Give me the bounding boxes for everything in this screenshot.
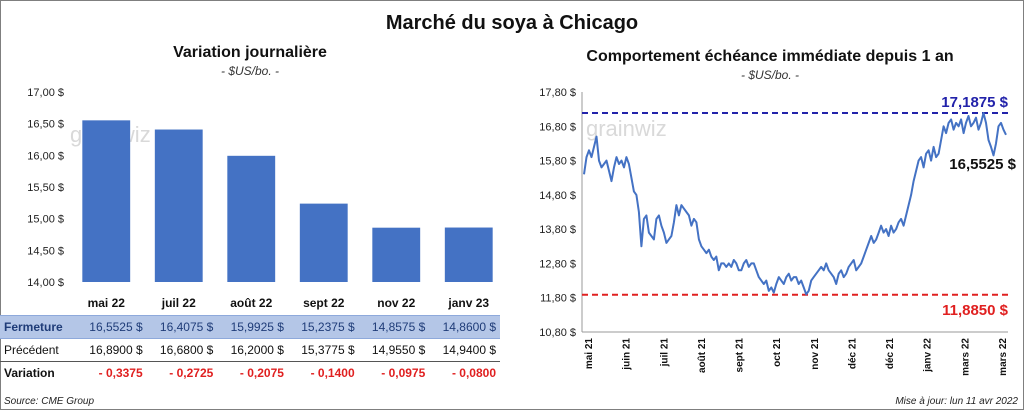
- table-row-variation: Variation - 0,3375 - 0,2725 - 0,2075 - 0…: [0, 362, 500, 385]
- table-cell: 16,6800 $: [146, 338, 218, 362]
- y-tick-label: 10,80 $: [539, 327, 576, 339]
- table-cell: 14,9550 $: [358, 338, 430, 362]
- table-cell: 16,4075 $: [146, 315, 218, 339]
- x-tick-label: juil 21: [659, 338, 670, 368]
- main-title: Marché du soya à Chicago: [385, 12, 639, 34]
- y-tick-label: 12,80 $: [539, 258, 576, 270]
- table-cell: 15,3775 $: [287, 338, 359, 362]
- x-tick-label: juin 21: [622, 338, 633, 371]
- row-label: Variation: [4, 366, 55, 380]
- x-tick-label: août 21: [697, 338, 708, 373]
- table-cell: 16,2000 $: [217, 338, 288, 362]
- y-tick-label: 11,80 $: [540, 293, 576, 305]
- y-tick-label: 13,80 $: [539, 224, 576, 236]
- price-table: Fermeture 16,5525 $ 16,4075 $ 15,9925 $ …: [0, 315, 500, 384]
- table-row-previous: Précédent 16,8900 $ 16,6800 $ 16,2000 $ …: [0, 338, 500, 362]
- x-tick-label: mai 22: [88, 296, 126, 310]
- left-chart-title: Variation journalière: [173, 44, 327, 61]
- price-series-line: [583, 112, 1007, 296]
- table-cell: - 0,3375: [98, 366, 143, 380]
- bar: [227, 155, 276, 282]
- table-cell: 15,2375 $: [287, 315, 359, 339]
- watermark: grainwiz: [586, 116, 667, 141]
- low-label: 11,8850 $: [942, 302, 1009, 319]
- table-cell: - 0,1400: [310, 366, 355, 380]
- x-tick-label: janv 23: [447, 296, 489, 310]
- bar: [82, 120, 131, 282]
- x-tick-label: déc 21: [885, 338, 896, 370]
- y-tick-label: 15,00 $: [27, 214, 64, 226]
- right-chart-subtitle: - $US/bo. -: [740, 68, 800, 82]
- x-tick-label: sept 21: [735, 338, 746, 373]
- bar: [299, 203, 348, 282]
- x-tick-label: déc 21: [847, 338, 858, 370]
- table-row-close: Fermeture 16,5525 $ 16,4075 $ 15,9925 $ …: [0, 315, 500, 339]
- y-tick-label: 15,80 $: [539, 156, 576, 168]
- y-tick-label: 16,80 $: [539, 121, 576, 133]
- row-label: Fermeture: [0, 315, 76, 339]
- line-chart: 17,80 $ 16,80 $ 15,80 $ 14,80 $ 13,80 $ 12,80…: [539, 87, 1016, 376]
- y-tick-label: 14,80 $: [539, 190, 576, 202]
- table-cell: - 0,2725: [169, 366, 214, 380]
- high-label: 17,1875 $: [941, 94, 1008, 111]
- table-cell: 14,8575 $: [358, 315, 430, 339]
- right-chart-title: Comportement échéance immédiate depuis 1…: [586, 48, 954, 65]
- y-tick-label: 17,00 $: [27, 87, 64, 99]
- x-tick-label: juil 22: [161, 296, 196, 310]
- x-tick-label: janv 22: [923, 338, 934, 373]
- x-tick-label: nov 22: [377, 296, 415, 310]
- last-value-label: 16,5525 $: [949, 156, 1016, 173]
- table-cell: 16,5525 $: [76, 315, 147, 339]
- bar: [444, 227, 493, 282]
- bar: [372, 227, 421, 282]
- table-cell: - 0,2075: [239, 366, 284, 380]
- bar-chart: 17,00 $ 16,50 $ 16,00 $ 15,50 $ 15,00 $ 14,50…: [27, 87, 493, 310]
- y-tick-label: 16,50 $: [27, 119, 64, 131]
- x-tick-label: mai 21: [584, 338, 595, 370]
- y-tick-label: 15,50 $: [27, 182, 64, 194]
- bar: [154, 129, 203, 282]
- x-tick-label: mars 22: [960, 338, 971, 376]
- table-cell: 15,9925 $: [217, 315, 288, 339]
- x-tick-label: nov 21: [810, 338, 821, 370]
- x-tick-label: sept 22: [303, 296, 345, 310]
- table-cell: 14,8600 $: [429, 315, 500, 339]
- y-tick-label: 16,00 $: [27, 150, 64, 162]
- x-tick-label: août 22: [230, 296, 272, 310]
- table-cell: - 0,0975: [381, 366, 426, 380]
- row-label: Précédent: [0, 338, 76, 362]
- x-tick-label: mars 22: [998, 338, 1009, 376]
- y-tick-label: 14,00 $: [27, 277, 64, 289]
- left-chart-subtitle: - $US/bo. -: [220, 64, 280, 78]
- table-cell: 14,9400 $: [429, 338, 500, 362]
- x-tick-label: oct 21: [772, 338, 783, 367]
- table-cell: - 0,0800: [451, 366, 496, 380]
- update-note: Mise à jour: lun 11 avr 2022: [895, 396, 1018, 407]
- y-tick-label: 14,50 $: [27, 245, 64, 257]
- table-cell: 16,8900 $: [76, 338, 147, 362]
- y-tick-label: 17,80 $: [539, 87, 576, 99]
- source-note: Source: CME Group: [4, 396, 95, 407]
